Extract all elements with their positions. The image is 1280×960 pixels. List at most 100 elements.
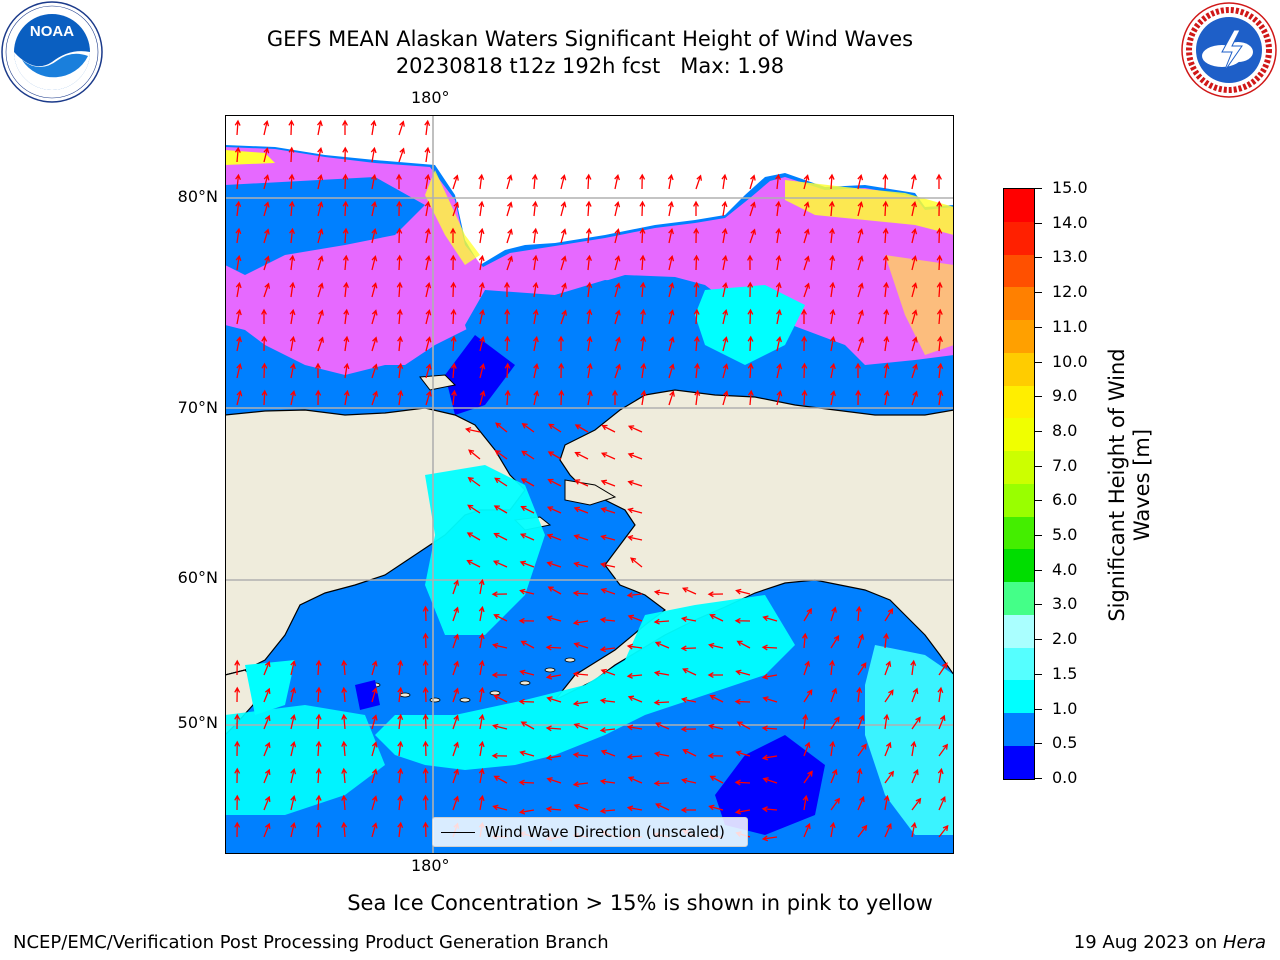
wave-direction-arrow	[829, 659, 835, 676]
wave-direction-arrow	[884, 770, 895, 784]
wave-direction-arrow	[829, 362, 836, 379]
wave-direction-arrow	[614, 336, 621, 352]
wave-direction-arrow	[680, 807, 696, 813]
wave-direction-arrow	[235, 308, 242, 325]
wave-direction-arrow	[547, 478, 562, 487]
wave-direction-arrow	[342, 227, 349, 244]
wave-direction-arrow	[627, 507, 643, 514]
wave-direction-arrow	[370, 119, 377, 136]
nws-logo-icon	[1178, 0, 1280, 100]
wave-direction-arrow	[545, 754, 562, 761]
wave-direction-arrow	[627, 425, 643, 433]
wave-direction-arrow	[599, 727, 616, 733]
colorbar-tick	[1034, 465, 1042, 467]
wave-direction-arrow	[911, 363, 918, 379]
wave-direction-arrow	[371, 309, 378, 325]
wave-direction-arrow	[599, 807, 616, 814]
wave-direction-arrow	[747, 308, 754, 325]
wave-direction-arrow	[341, 821, 348, 838]
land-aleutian-island	[544, 667, 556, 673]
wave-direction-arrow	[910, 821, 917, 838]
wave-direction-arrow	[560, 174, 567, 190]
wave-direction-arrow	[680, 616, 697, 623]
wave-direction-arrow	[667, 200, 674, 217]
wave-direction-arrow	[422, 713, 429, 730]
wave-direction-arrow	[545, 725, 562, 732]
wave-direction-arrow	[532, 281, 539, 298]
wave-direction-arrow	[234, 821, 241, 838]
wave-direction-arrow	[668, 309, 675, 325]
wave-direction-arrow	[600, 452, 616, 460]
wave-direction-arrow	[289, 281, 296, 298]
wave-direction-arrow	[722, 363, 729, 379]
wave-direction-arrow	[857, 714, 865, 730]
wave-direction-arrow	[801, 362, 808, 379]
wave-direction-arrow	[639, 173, 646, 190]
wave-direction-arrow	[722, 281, 728, 298]
wave-direction-arrow	[749, 174, 756, 190]
wave-direction-arrow	[937, 686, 944, 703]
wave-direction-arrow	[747, 362, 754, 379]
wave-direction-arrow	[479, 308, 485, 325]
wave-direction-arrow	[803, 282, 811, 298]
colorbar-tick-label: 11.0	[1052, 316, 1088, 336]
wave-direction-arrow	[585, 173, 592, 190]
wave-direction-arrow	[680, 726, 697, 733]
wave-direction-arrow	[573, 534, 589, 541]
wave-direction-arrow	[236, 390, 243, 406]
wave-direction-arrow	[263, 228, 270, 244]
wave-direction-arrow	[450, 308, 457, 325]
wave-direction-arrow	[911, 768, 919, 784]
colorbar-tick	[1034, 257, 1042, 259]
wave-direction-arrow	[747, 254, 753, 270]
wave-direction-arrow	[776, 390, 783, 406]
wave-direction-arrow	[830, 389, 836, 406]
wave-direction-arrow	[882, 227, 889, 244]
wave-direction-arrow	[911, 390, 919, 406]
map-title: GEFS MEAN Alaskan Waters Significant Hei…	[0, 26, 1180, 80]
wave-direction-arrow	[937, 335, 943, 352]
wave-direction-arrow	[370, 173, 377, 190]
title-line-2: 20230818 t12z 192h fcst Max: 1.98	[395, 54, 785, 78]
wave-direction-arrow	[614, 282, 621, 298]
wave-direction-arrow	[234, 767, 241, 784]
land-wrangel-island	[419, 374, 457, 391]
wave-direction-arrow	[478, 578, 485, 595]
wave-direction-arrow	[802, 713, 809, 730]
wave-direction-arrow	[936, 227, 943, 244]
wave-direction-arrow	[452, 579, 460, 595]
wave-direction-arrow	[911, 336, 918, 352]
wave-direction-arrow	[234, 659, 241, 676]
wave-direction-arrow	[614, 255, 621, 271]
wave-direction-arrow	[911, 797, 922, 811]
colorbar-tick-label: 9.0	[1052, 386, 1078, 406]
wave-direction-arrow	[626, 592, 643, 598]
wave-direction-arrow	[491, 591, 508, 598]
wave-direction-arrow	[397, 821, 404, 838]
wave-direction-arrow	[425, 282, 432, 298]
wave-direction-arrow	[735, 588, 751, 595]
wave-direction-arrow	[882, 254, 889, 271]
wave-direction-arrow	[640, 335, 647, 352]
no-data-area	[225, 115, 954, 265]
wave-direction-arrow	[586, 362, 593, 379]
wave-direction-arrow	[452, 633, 460, 649]
land-aleutian-island	[429, 697, 441, 703]
wave-direction-arrow	[855, 605, 862, 622]
wave-direction-arrow	[560, 282, 567, 298]
wave-direction-arrow	[747, 389, 754, 406]
wave-direction-arrow	[234, 686, 241, 703]
colorbar-tick-label: 1.5	[1052, 663, 1078, 683]
wave-direction-arrow	[371, 200, 377, 217]
wave-direction-arrow	[884, 660, 892, 676]
colorbar-tick-label: 2.0	[1052, 629, 1078, 649]
wave-direction-arrow	[520, 640, 535, 649]
colorbar-tick-label: 1.0	[1052, 698, 1078, 718]
wave-direction-arrow	[396, 281, 403, 298]
wave-direction-arrow	[234, 794, 241, 811]
wave-direction-arrow	[734, 779, 751, 786]
wave-direction-arrow	[520, 505, 535, 514]
wave-direction-arrow	[735, 669, 751, 676]
wave-direction-arrow	[520, 478, 535, 487]
wave-direction-arrow	[545, 806, 562, 813]
